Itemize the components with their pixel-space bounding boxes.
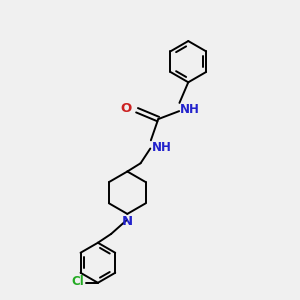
Text: Cl: Cl (71, 275, 84, 288)
Text: NH: NH (152, 141, 171, 154)
Text: O: O (121, 102, 132, 115)
Text: NH: NH (180, 103, 200, 116)
Text: N: N (122, 215, 133, 228)
